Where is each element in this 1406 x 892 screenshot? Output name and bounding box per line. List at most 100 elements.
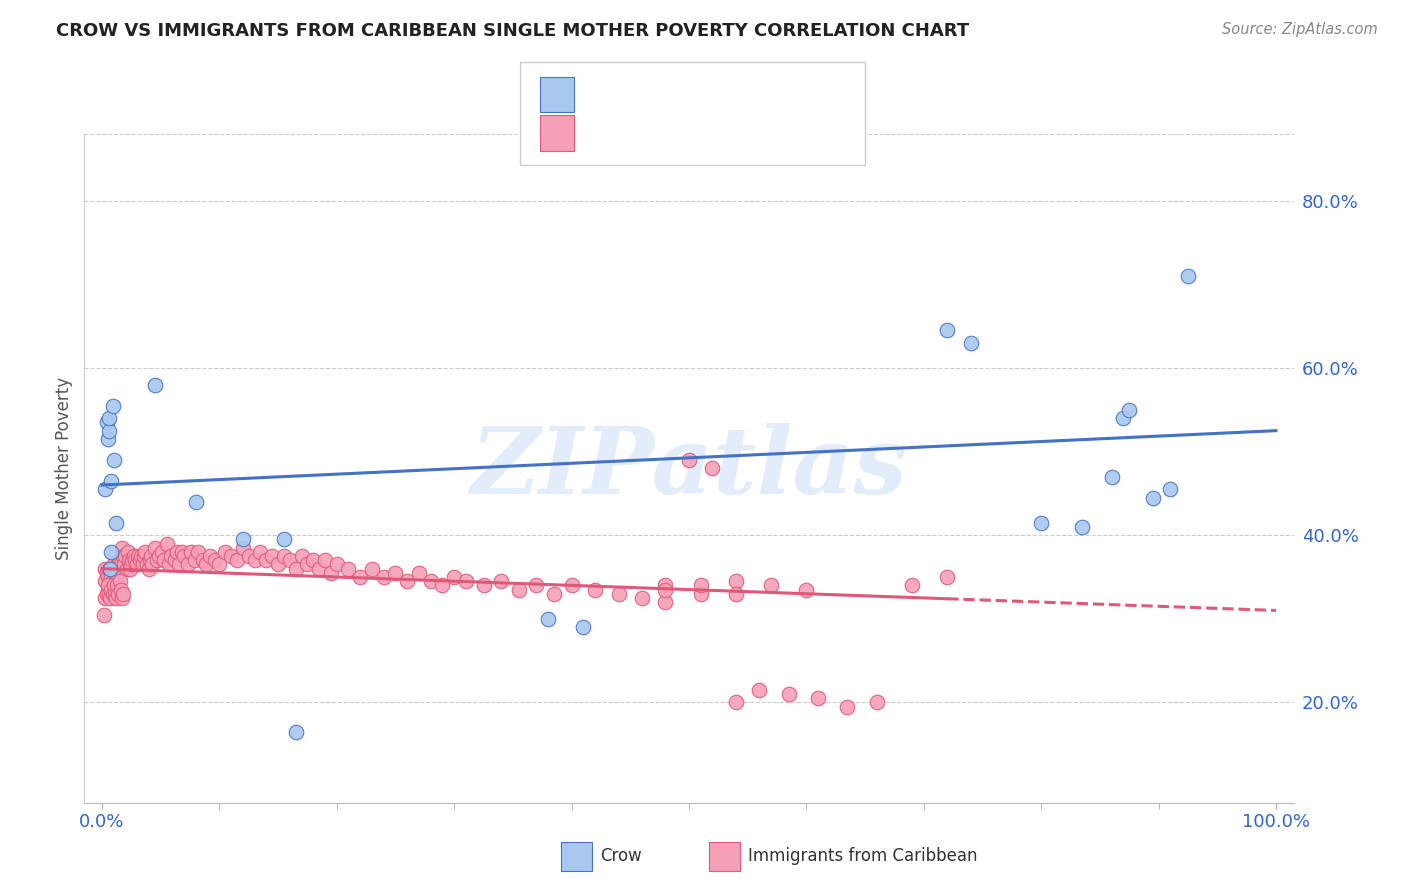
- Point: [104, 570, 127, 584]
- Point: [214, 545, 236, 559]
- Point: [262, 549, 284, 563]
- Point: [105, 591, 128, 605]
- Point: [97, 582, 120, 597]
- Point: [107, 587, 129, 601]
- Point: [94, 591, 117, 605]
- Point: [94, 562, 117, 576]
- Point: [837, 699, 859, 714]
- Point: [238, 549, 260, 563]
- Point: [183, 553, 205, 567]
- Point: [160, 549, 183, 563]
- Point: [134, 549, 156, 563]
- Point: [249, 545, 271, 559]
- Point: [308, 562, 330, 576]
- Point: [103, 453, 125, 467]
- Point: [302, 553, 325, 567]
- Point: [115, 562, 138, 576]
- Point: [204, 553, 226, 567]
- Point: [98, 562, 121, 576]
- Point: [689, 578, 711, 592]
- Point: [129, 549, 152, 563]
- Point: [232, 541, 254, 555]
- Point: [114, 549, 136, 563]
- Point: [432, 578, 454, 592]
- Point: [98, 587, 121, 601]
- Point: [112, 587, 135, 601]
- Point: [103, 558, 125, 572]
- Point: [208, 558, 231, 572]
- Point: [489, 574, 512, 589]
- Point: [724, 696, 747, 710]
- Point: [103, 562, 125, 576]
- Point: [443, 570, 465, 584]
- Point: [173, 549, 195, 563]
- Text: 28: 28: [731, 86, 754, 103]
- Point: [101, 587, 124, 601]
- Point: [150, 545, 173, 559]
- Point: [689, 587, 711, 601]
- Text: ZIPatlas: ZIPatlas: [471, 424, 907, 513]
- Text: N =: N =: [689, 86, 725, 103]
- Point: [100, 582, 122, 597]
- Point: [97, 432, 120, 446]
- Point: [134, 545, 156, 559]
- Point: [118, 553, 141, 567]
- Point: [454, 574, 477, 589]
- Point: [866, 696, 889, 710]
- Point: [176, 558, 198, 572]
- Point: [1029, 516, 1052, 530]
- Point: [98, 411, 121, 425]
- Point: [195, 558, 218, 572]
- Point: [748, 682, 770, 697]
- Point: [98, 424, 121, 438]
- Text: Source: ZipAtlas.com: Source: ZipAtlas.com: [1222, 22, 1378, 37]
- Point: [284, 724, 307, 739]
- Point: [180, 545, 202, 559]
- Point: [537, 612, 560, 626]
- Text: 0.206: 0.206: [628, 86, 681, 103]
- Point: [100, 570, 122, 584]
- Point: [759, 578, 782, 592]
- Point: [1142, 491, 1164, 505]
- Point: [96, 566, 118, 580]
- Point: [112, 549, 135, 563]
- Point: [572, 620, 595, 634]
- Point: [146, 553, 169, 567]
- Point: [96, 587, 118, 601]
- Text: CROW VS IMMIGRANTS FROM CARIBBEAN SINGLE MOTHER POVERTY CORRELATION CHART: CROW VS IMMIGRANTS FROM CARIBBEAN SINGLE…: [56, 22, 969, 40]
- Point: [337, 562, 360, 576]
- Point: [108, 553, 131, 567]
- Point: [724, 574, 747, 589]
- Point: [101, 578, 124, 592]
- Point: [97, 578, 120, 592]
- Point: [111, 541, 134, 555]
- Point: [607, 587, 630, 601]
- Point: [155, 536, 177, 550]
- Point: [120, 562, 142, 576]
- Point: [143, 377, 166, 392]
- Point: [794, 582, 817, 597]
- Point: [104, 587, 127, 601]
- Point: [807, 691, 830, 706]
- Point: [702, 461, 724, 475]
- Point: [101, 399, 124, 413]
- Point: [1177, 268, 1199, 283]
- Point: [96, 587, 118, 601]
- Y-axis label: Single Mother Poverty: Single Mother Poverty: [55, 376, 73, 560]
- Point: [98, 562, 121, 576]
- Point: [105, 566, 128, 580]
- Point: [124, 553, 146, 567]
- Point: [132, 558, 155, 572]
- Point: [349, 570, 371, 584]
- Point: [138, 562, 160, 576]
- Point: [278, 553, 301, 567]
- Point: [111, 591, 134, 605]
- Point: [105, 578, 128, 592]
- Point: [148, 549, 170, 563]
- Text: R =: R =: [583, 86, 620, 103]
- Point: [561, 578, 583, 592]
- Point: [135, 558, 157, 572]
- Point: [184, 494, 207, 508]
- Point: [153, 553, 176, 567]
- Point: [128, 553, 150, 567]
